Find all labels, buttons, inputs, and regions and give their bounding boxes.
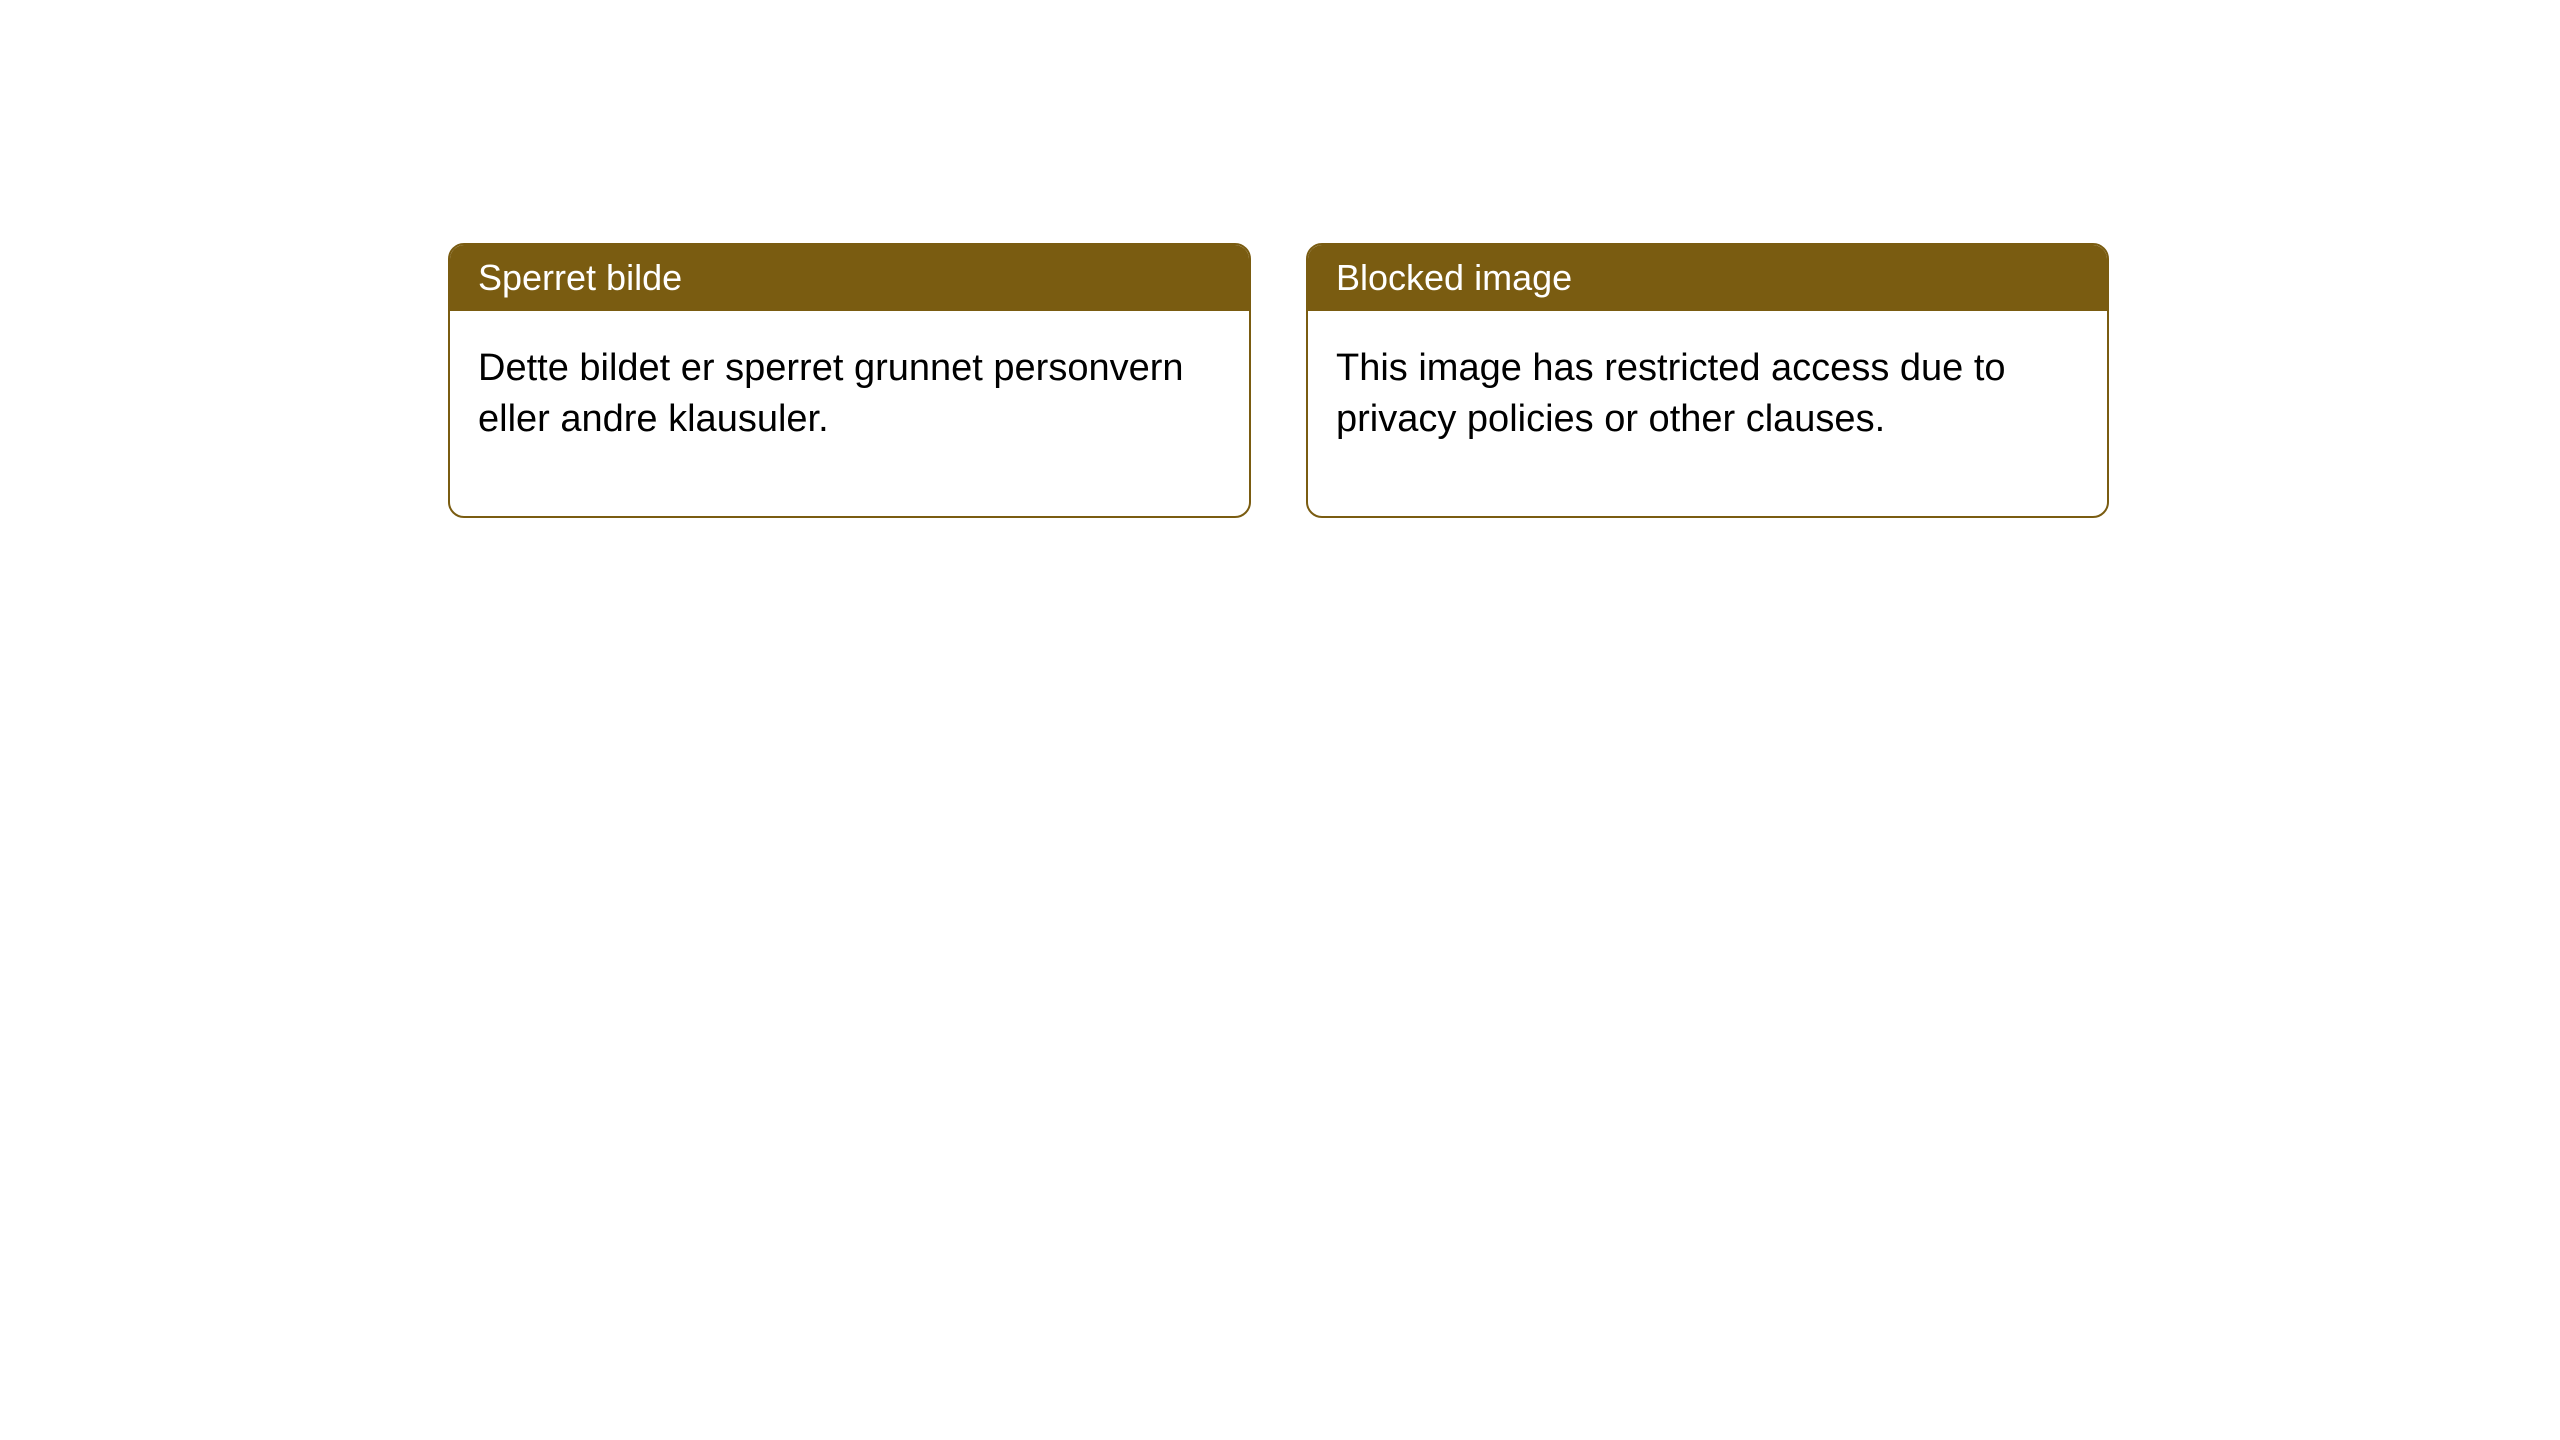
notice-card-english: Blocked image This image has restricted …: [1306, 243, 2109, 518]
notice-container: Sperret bilde Dette bildet er sperret gr…: [448, 243, 2109, 518]
notice-body: This image has restricted access due to …: [1308, 311, 2107, 516]
notice-card-norwegian: Sperret bilde Dette bildet er sperret gr…: [448, 243, 1251, 518]
notice-header: Blocked image: [1308, 245, 2107, 311]
notice-body: Dette bildet er sperret grunnet personve…: [450, 311, 1249, 516]
notice-header: Sperret bilde: [450, 245, 1249, 311]
notice-body-text: Dette bildet er sperret grunnet personve…: [478, 347, 1184, 440]
notice-body-text: This image has restricted access due to …: [1336, 347, 2006, 440]
notice-title: Sperret bilde: [478, 257, 682, 298]
notice-title: Blocked image: [1336, 257, 1572, 298]
